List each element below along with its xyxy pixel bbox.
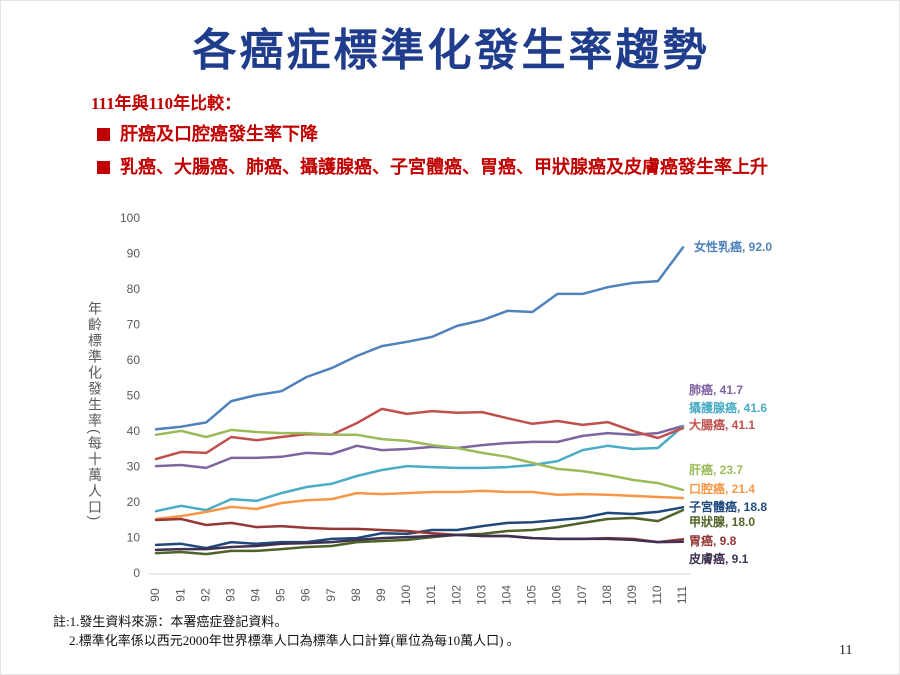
bullet-square-icon [97,127,110,141]
bullet-text: 肝癌及口腔癌發生率下降 [120,124,318,144]
series-line-prostate [154,425,685,513]
y-tick-label: 40 [127,424,141,438]
x-tick-label: 91 [173,588,187,602]
y-tick-label: 50 [127,389,141,403]
x-tick-label: 102 [449,585,463,605]
x-tick-label: 110 [650,585,664,604]
x-tick-label: 105 [525,585,539,605]
x-tick-label: 109 [625,585,639,605]
end-label-liver: 肝癌, 23.7 [689,462,743,477]
bullet-square-icon [97,160,110,174]
y-tick-label: 0 [133,566,140,580]
footnote-source: 註:1.發生資料來源：本署癌症登記資料。 [53,614,288,629]
x-tick-label: 94 [249,588,263,602]
x-tick-label: 106 [550,585,564,605]
y-axis-title: 年齡標準化發生率(每十萬人口) [87,301,103,523]
x-tick-label: 104 [500,585,514,605]
end-label-uterine-corpus: 子宮體癌, 18.8 [689,499,767,514]
summary-bullet-decrease: 肝癌及口腔癌發生率下降 [97,122,318,146]
page-number: 11 [839,643,853,658]
x-tick-label: 97 [324,588,338,602]
summary-heading: 111年與110年比較： [91,94,242,113]
end-label-skin: 皮膚癌, 9.1 [688,551,749,566]
end-label-colorectal: 大腸癌, 41.1 [689,417,755,432]
slide-title: 各癌症標準化發生率趨勢 [192,26,710,75]
y-tick-label: 20 [127,495,141,509]
y-tick-label: 30 [127,460,141,474]
end-label-female-breast: 女性乳癌, 92.0 [694,239,772,254]
series-line-uterine-corpus [154,506,685,550]
y-tick-label: 70 [127,318,141,332]
x-tick-label: 99 [374,588,388,602]
x-tick-label: 90 [148,588,162,602]
end-label-prostate: 攝護腺癌, 41.6 [689,400,767,415]
x-tick-label: 96 [299,588,313,602]
series-line-colorectal [154,407,685,461]
bullet-text: 乳癌、大腸癌、肺癌、攝護腺癌、子宮體癌、胃癌、甲狀腺癌及皮膚癌發生率上升 [120,157,768,177]
x-tick-label: 98 [349,588,363,602]
x-tick-label: 101 [424,585,438,605]
line-chart: 0 10 20 30 40 50 60 70 80 90 100 90 91 92 93 94 95 96 97 98… [120,211,772,605]
x-tick-label: 108 [600,585,614,605]
series-line-female-breast [154,246,685,431]
x-tick-label: 111 [675,586,689,605]
end-label-thyroid: 甲狀腺, 18.0 [689,514,755,529]
y-tick-label: 60 [127,353,141,367]
end-label-lung: 肺癌, 41.7 [689,382,743,397]
series-line-skin [154,533,685,552]
y-tick-label: 100 [120,211,140,225]
y-tick-label: 90 [127,247,141,261]
end-label-oral: 口腔癌, 21.4 [689,481,755,496]
x-tick-label: 107 [575,585,589,605]
x-tick-label: 103 [474,585,488,605]
x-tick-label: 93 [223,588,237,602]
summary-bullet-increase: 乳癌、大腸癌、肺癌、攝護腺癌、子宮體癌、胃癌、甲狀腺癌及皮膚癌發生率上升 [97,155,768,179]
y-tick-label: 80 [127,282,141,296]
series-line-liver [154,428,685,492]
end-label-stomach: 胃癌, 9.8 [689,533,737,548]
x-tick-label: 92 [198,588,212,602]
footnote-standardization: 2.標準化率係以西元2000年世界標準人口為標準人口計算(單位為每10萬人口) … [69,633,520,648]
series-line-lung [154,424,685,470]
series-line-oral [154,489,685,521]
x-tick-label: 100 [399,585,413,605]
x-tick-label: 95 [274,588,288,602]
series-line-thyroid [154,508,685,556]
y-tick-label: 10 [127,531,141,545]
